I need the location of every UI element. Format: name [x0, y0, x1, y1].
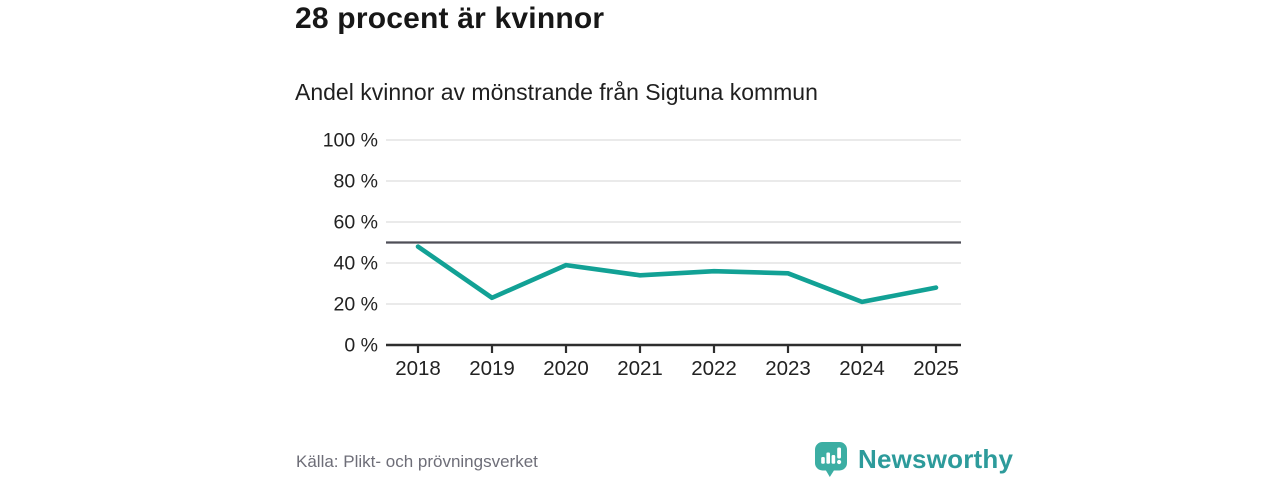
x-tick-label: 2022: [691, 357, 737, 380]
chart-subtitle: Andel kvinnor av mönstrande från Sigtuna…: [295, 79, 818, 105]
x-tick-label: 2023: [765, 357, 811, 380]
y-tick-label: 0 %: [344, 335, 378, 357]
line-chart: 0 % 20 % 40 % 60 % 80 % 100 % 2018 2019 2020 2021…: [323, 130, 961, 380]
page-title: 28 procent är kvinnor: [295, 2, 605, 35]
x-tick-label: 2021: [617, 357, 663, 380]
x-tick-label: 2024: [839, 357, 885, 380]
y-tick-label: 40 %: [334, 253, 378, 275]
x-tick-label: 2020: [543, 357, 589, 380]
newsworthy-bubble-chart-icon: [815, 442, 847, 477]
x-tick-label: 2019: [469, 357, 515, 380]
newsworthy-logo[interactable]: Newsworthy: [814, 441, 1013, 478]
y-tick-label: 80 %: [334, 171, 378, 193]
y-tick-label: 60 %: [334, 212, 378, 234]
y-tick-label: 20 %: [334, 294, 378, 316]
x-tick-label: 2025: [913, 357, 959, 380]
source-attribution: Källa: Plikt- och prövningsverket: [296, 452, 538, 471]
newsworthy-wordmark: Newsworthy: [858, 444, 1014, 474]
data-line-andel-kvinnor: [415, 244, 939, 305]
y-tick-label: 100 %: [323, 130, 378, 152]
x-tick-label: 2018: [395, 357, 441, 380]
